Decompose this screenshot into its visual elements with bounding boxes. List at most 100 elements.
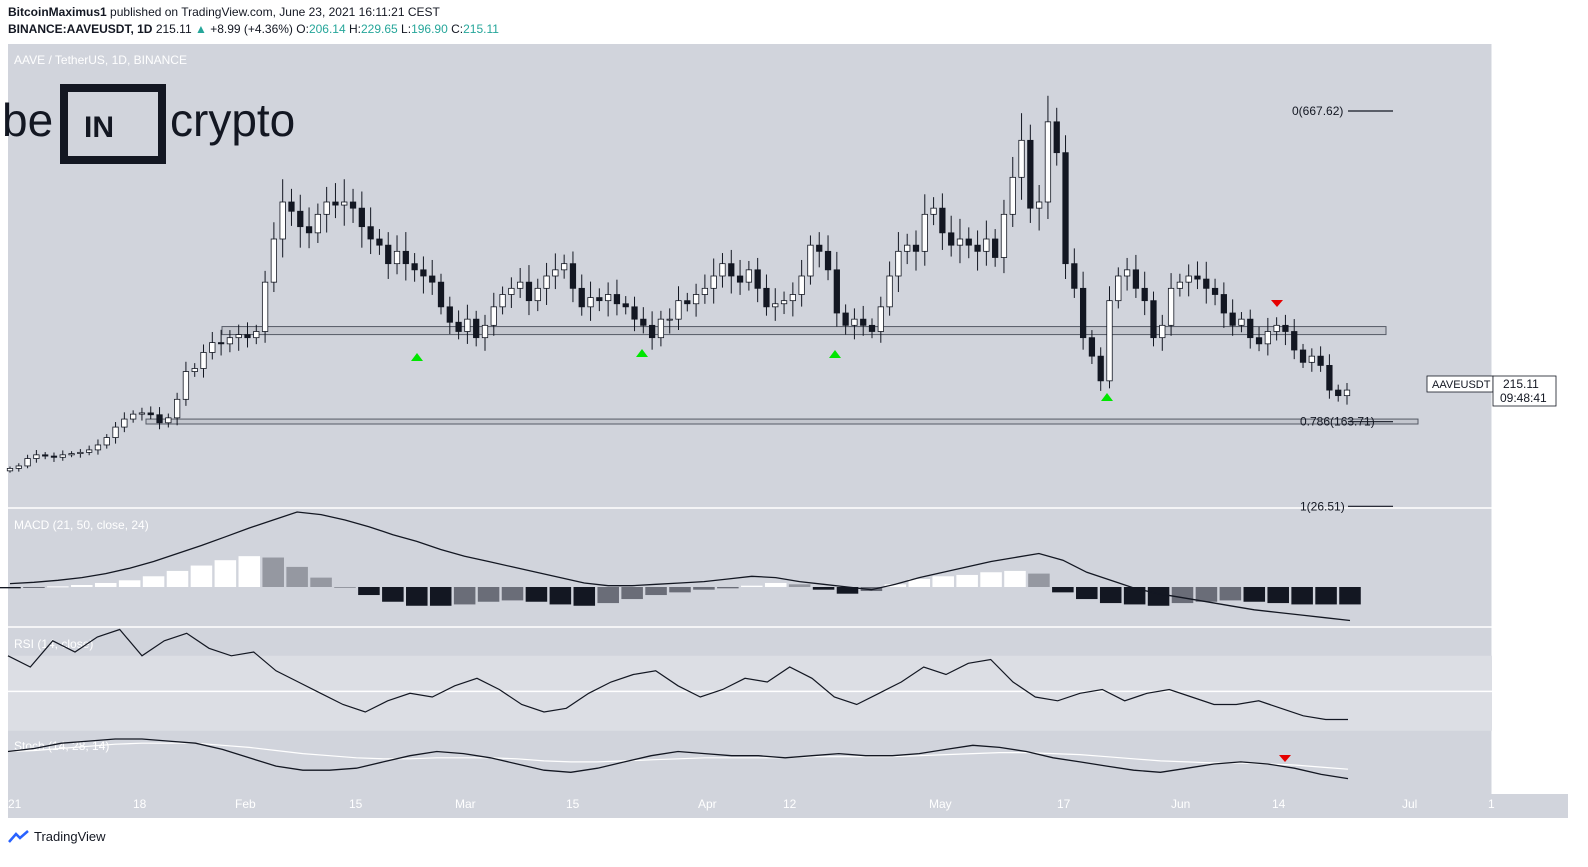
- candle-body: [824, 250, 832, 271]
- price-tick-label: 300.00: [1504, 331, 1541, 345]
- symbol-tag-label: AAVEUSDT: [1432, 379, 1491, 391]
- candle-body: [481, 324, 489, 339]
- low-label: L:: [401, 22, 412, 36]
- macd-histogram-bar: [860, 587, 883, 592]
- candle-body: [992, 238, 999, 258]
- close-label: C:: [451, 22, 464, 36]
- candle-body: [798, 275, 805, 295]
- watermark-logo-text-2: crypto: [170, 94, 295, 146]
- candle-body: [780, 300, 788, 305]
- candle-body: [684, 300, 691, 305]
- rsi-line: [7, 628, 1348, 721]
- watermark-logo-box: [60, 84, 166, 164]
- candle-body: [385, 244, 392, 265]
- macd-tick-label: -50.00: [1504, 614, 1538, 628]
- stoch-tick-label: 50.00: [1504, 757, 1534, 771]
- candle-body: [1264, 331, 1271, 345]
- candle-body: [578, 287, 585, 308]
- candle-body: [508, 287, 515, 295]
- high-value: 229.65: [361, 22, 398, 36]
- candle-body: [1194, 275, 1201, 280]
- macd-histogram-bar: [693, 587, 715, 590]
- candle-body: [1123, 269, 1131, 277]
- macd-histogram-bar: [1315, 587, 1337, 605]
- author-name[interactable]: BitcoinMaximus1: [8, 5, 107, 19]
- macd-histogram-bar: [501, 587, 524, 601]
- candle-body: [622, 303, 629, 308]
- macd-histogram-bar: [1291, 587, 1313, 605]
- footer-brand[interactable]: TradingView: [8, 829, 106, 844]
- macd-histogram-bar: [1243, 587, 1266, 602]
- candle-body: [226, 337, 234, 345]
- high-label: H:: [349, 22, 361, 36]
- candle-body: [499, 294, 506, 308]
- candle-body: [1308, 355, 1315, 363]
- candle-body: [1000, 213, 1008, 258]
- candle-body: [1097, 355, 1104, 382]
- candle-body: [1273, 324, 1280, 332]
- macd-histogram-bar: [214, 560, 237, 587]
- time-tick-label: 12: [783, 797, 797, 811]
- candle-body: [948, 232, 955, 246]
- candle-body: [1141, 287, 1148, 302]
- candle-body: [517, 281, 524, 289]
- countdown-label: 09:48:41: [1500, 391, 1547, 405]
- macd-histogram-bar: [717, 587, 739, 589]
- fib-level-label: 0.786(163.71): [1300, 415, 1375, 429]
- macd-histogram-bar: [358, 587, 380, 596]
- candle-body: [1176, 281, 1184, 289]
- candle-body: [473, 318, 480, 339]
- macd-histogram-bar: [621, 587, 643, 600]
- candle-body: [138, 412, 146, 415]
- candle-body: [402, 250, 409, 265]
- macd-histogram-bar: [429, 587, 452, 606]
- rsi-tick-label: 80.00: [1504, 630, 1534, 644]
- candle-body: [279, 201, 286, 240]
- symbol-label: BINANCE:AAVEUSDT, 1D: [8, 22, 153, 36]
- macd-histogram-bar: [1147, 587, 1170, 606]
- price-tick-label: 550.00: [1504, 177, 1541, 191]
- candle-body: [1106, 300, 1113, 382]
- candle-body: [393, 250, 401, 265]
- macd-histogram-bar: [190, 565, 213, 587]
- stoch-title: Stoch (14, 28, 14): [14, 739, 109, 753]
- candle-body: [912, 244, 920, 252]
- price-unit-label: USDT: [1514, 53, 1544, 65]
- macd-histogram-bar: [741, 585, 763, 587]
- candle-body: [1009, 176, 1016, 215]
- candle-body: [1247, 318, 1254, 339]
- price-tick-label: 450.00: [1504, 238, 1541, 252]
- candle-body: [561, 263, 568, 271]
- candle-body: [297, 210, 304, 228]
- horizontal-zone-resistance_zone: [221, 326, 1387, 336]
- red-down-arrow-icon: [1279, 755, 1291, 762]
- rsi-tick-label: 40.00: [1504, 705, 1534, 719]
- candle-body: [112, 426, 119, 438]
- candle-body: [807, 244, 814, 277]
- candle-body: [1299, 349, 1307, 363]
- macd-histogram-bar: [956, 574, 978, 587]
- macd-histogram-bar: [0, 587, 21, 589]
- candle-body: [868, 324, 876, 332]
- time-tick-label: Jul: [1402, 797, 1417, 811]
- close-value: 215.11: [463, 22, 499, 36]
- candle-body: [42, 454, 49, 457]
- candle-body: [904, 244, 911, 252]
- candle-body: [860, 318, 867, 326]
- publish-line: BitcoinMaximus1 published on TradingView…: [8, 5, 440, 19]
- price-tick-label: 700.00: [1504, 84, 1541, 98]
- candle-body: [86, 449, 93, 453]
- candle-body: [288, 201, 295, 212]
- candle-body: [59, 454, 66, 458]
- candle-body: [525, 281, 533, 302]
- macd-histogram-bar: [1171, 587, 1194, 604]
- candle-body: [692, 294, 700, 305]
- candle-body: [156, 414, 163, 424]
- price-tick-label: 600.00: [1504, 146, 1541, 160]
- macd-histogram-bar: [406, 587, 428, 606]
- macd-tick-label: 100.00: [1504, 513, 1541, 527]
- macd-histogram-bar: [1123, 587, 1146, 605]
- macd-histogram-bar: [1004, 570, 1026, 587]
- macd-histogram-bar: [262, 557, 284, 587]
